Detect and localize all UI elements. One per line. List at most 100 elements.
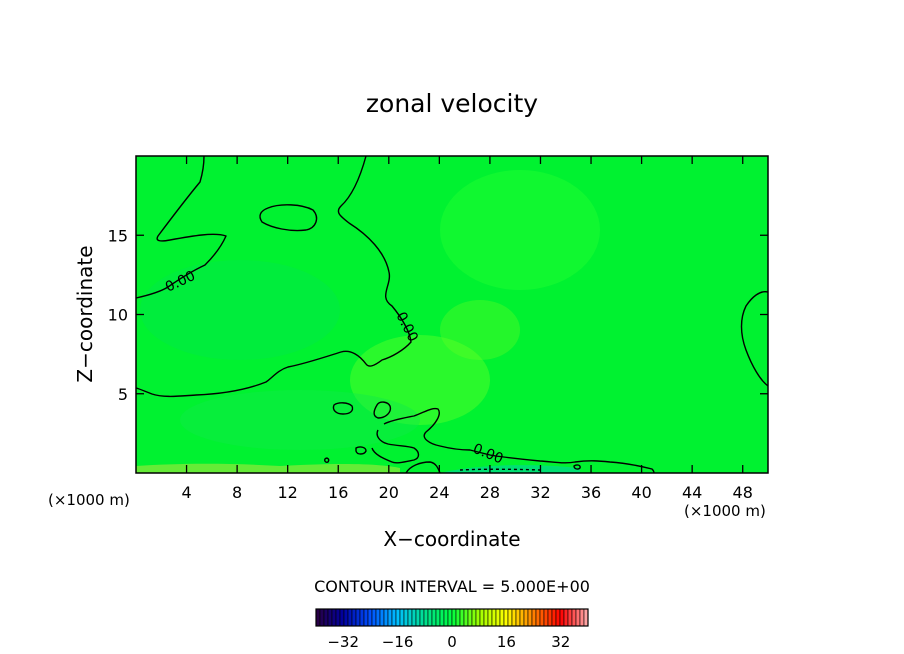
colorbar-cell bbox=[507, 608, 513, 627]
colorbar-cell bbox=[523, 608, 529, 627]
colorbar-cell bbox=[407, 608, 413, 627]
x-tick-label: 16 bbox=[328, 483, 348, 502]
x-tick-label: 48 bbox=[733, 483, 753, 502]
colorbar-cell bbox=[519, 608, 525, 627]
colorbar-cell bbox=[323, 608, 329, 627]
colorbar-cell bbox=[355, 608, 361, 627]
colorbar-cell bbox=[471, 608, 477, 627]
colorbar-cell bbox=[419, 608, 425, 627]
colorbar-cell bbox=[547, 608, 553, 627]
x-tick-label: 20 bbox=[379, 483, 399, 502]
colorbar-cell bbox=[427, 608, 433, 627]
colorbar-cell bbox=[503, 608, 509, 627]
colorbar bbox=[315, 608, 589, 627]
x-tick-label: 8 bbox=[232, 483, 242, 502]
colorbar-cell bbox=[411, 608, 417, 627]
colorbar-cell bbox=[463, 608, 469, 627]
colorbar-cell bbox=[395, 608, 401, 627]
contour-line-dashed bbox=[459, 468, 541, 471]
x-unit-label-left: (×1000 m) bbox=[48, 491, 130, 509]
colorbar-cell bbox=[343, 608, 349, 627]
colorbar-cell bbox=[423, 608, 429, 627]
field-shading bbox=[136, 170, 600, 473]
x-tick-label: 24 bbox=[429, 483, 449, 502]
field-patch-warm bbox=[440, 300, 520, 360]
colorbar-cell bbox=[367, 608, 373, 627]
colorbar-cell bbox=[327, 608, 333, 627]
x-tick-label: 4 bbox=[181, 483, 191, 502]
contour-line-zero bbox=[383, 407, 655, 474]
colorbar-cell bbox=[467, 608, 473, 627]
colorbar-cell bbox=[539, 608, 545, 627]
colorbar-cell bbox=[515, 608, 521, 627]
colorbar-cell bbox=[371, 608, 377, 627]
x-tick-label: 36 bbox=[581, 483, 601, 502]
colorbar-cell bbox=[555, 608, 561, 627]
contour-line-zero bbox=[355, 446, 367, 455]
x-axis-ticks: 4 8 12 16 20 24 28 32 36 40 44 48 bbox=[181, 156, 753, 502]
contour-line-zero bbox=[135, 155, 227, 299]
chart-title: zonal velocity bbox=[366, 89, 538, 118]
contour-line-zero bbox=[259, 204, 318, 232]
colorbar-cell bbox=[363, 608, 369, 627]
colorbar-cell bbox=[339, 608, 345, 627]
colorbar-cell bbox=[351, 608, 357, 627]
colorbar-frame bbox=[315, 608, 589, 627]
colorbar-cell bbox=[531, 608, 537, 627]
colorbar-cell bbox=[447, 608, 453, 627]
colorbar-cell bbox=[331, 608, 337, 627]
x-tick-label: 32 bbox=[530, 483, 550, 502]
x-axis-title: X−coordinate bbox=[383, 527, 520, 551]
colorbar-cell bbox=[459, 608, 465, 627]
colorbar-cell bbox=[551, 608, 557, 627]
colorbar-cell bbox=[415, 608, 421, 627]
colorbar-cell bbox=[391, 608, 397, 627]
colorbar-cell bbox=[567, 608, 573, 627]
colorbar-cell bbox=[527, 608, 533, 627]
x-tick-label: 40 bbox=[631, 483, 651, 502]
y-tick-label: 15 bbox=[108, 226, 128, 245]
colorbar-cell bbox=[543, 608, 549, 627]
x-tick-label: 44 bbox=[682, 483, 702, 502]
colorbar-cell bbox=[499, 608, 505, 627]
colorbar-cell bbox=[439, 608, 445, 627]
colorbar-cell bbox=[379, 608, 385, 627]
colorbar-cell bbox=[383, 608, 389, 627]
colorbar-cell bbox=[319, 608, 325, 627]
colorbar-cell bbox=[495, 608, 501, 627]
colorbar-cell bbox=[451, 608, 457, 627]
contour-line-zero bbox=[740, 290, 769, 387]
colorbar-cell bbox=[535, 608, 541, 627]
colorbar-cell bbox=[403, 608, 409, 627]
colorbar-cell bbox=[387, 608, 393, 627]
contour-line-zero bbox=[135, 155, 412, 398]
x-unit-label-right: (×1000 m) bbox=[684, 502, 766, 520]
colorbar-tick-label: 16 bbox=[497, 633, 516, 651]
field-patch-light bbox=[440, 170, 600, 290]
contour-line-zero bbox=[373, 401, 392, 419]
y-tick-label: 10 bbox=[108, 306, 128, 325]
colorbar-cell bbox=[359, 608, 365, 627]
y-tick-label: 5 bbox=[118, 385, 128, 404]
colorbar-cell bbox=[559, 608, 565, 627]
colorbar-cell bbox=[579, 608, 585, 627]
colorbar-tick-labels: −32 −16 0 16 32 bbox=[327, 633, 570, 651]
colorbar-cell bbox=[335, 608, 341, 627]
colorbar-cell bbox=[431, 608, 437, 627]
plot-area: 0.00 0.00 0.00 bbox=[135, 155, 769, 474]
colorbar-tick-label: 32 bbox=[551, 633, 570, 651]
colorbar-tick-label: −16 bbox=[382, 633, 414, 651]
contour-line-zero bbox=[332, 402, 354, 415]
contour-line-zero bbox=[371, 429, 420, 464]
colorbar-cell bbox=[575, 608, 581, 627]
x-tick-label: 12 bbox=[278, 483, 298, 502]
contour-line-zero bbox=[405, 461, 441, 474]
field-patch-warm-bottom bbox=[136, 463, 400, 473]
colorbar-cell bbox=[455, 608, 461, 627]
field-patch-cool bbox=[180, 390, 420, 450]
contour-line-zero bbox=[324, 457, 330, 463]
colorbar-tick-label: 0 bbox=[447, 633, 457, 651]
colorbar-cell bbox=[347, 608, 353, 627]
contour-interval-label: CONTOUR INTERVAL = 5.000E+00 bbox=[314, 577, 590, 596]
